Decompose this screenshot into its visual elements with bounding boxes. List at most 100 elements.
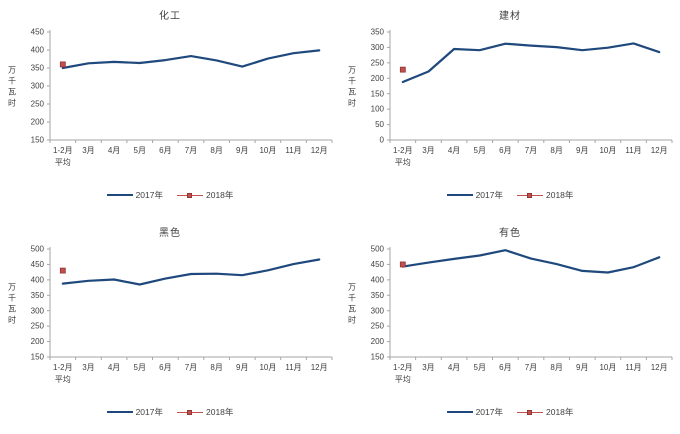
y-axis-title-char: 千 — [8, 76, 16, 86]
y-tick-label: 150 — [31, 136, 45, 145]
x-tick-label: 9月 — [236, 146, 248, 155]
y-axis-title-char: 瓦 — [348, 88, 356, 97]
y-tick-label: 150 — [371, 89, 385, 98]
y-axis-title-char: 时 — [8, 98, 16, 108]
series-marker-2018 — [59, 61, 66, 68]
y-tick-label: 500 — [31, 245, 45, 254]
y-tick-label: 450 — [371, 260, 385, 269]
legend-label: 2018年 — [206, 407, 234, 417]
y-tick-label: 150 — [371, 353, 385, 362]
chart-legend: 2017年 2018年 — [0, 189, 340, 201]
y-axis-title-char: 万 — [8, 66, 16, 75]
y-axis-title-char: 万 — [348, 283, 356, 292]
chart-cell-youse: 有色 150 200 250 300 350 400 450 500 万千瓦时 1-2月 平均 3月 4… — [340, 217, 680, 434]
x-tick-label: 10月 — [599, 363, 616, 372]
y-tick-label: 150 — [31, 353, 45, 362]
legend-item-2018: 2018年 — [177, 189, 233, 201]
x-tick-label: 7月 — [185, 363, 197, 372]
legend-label: 2017年 — [135, 190, 163, 200]
chart-cell-jiancai: 建材 0 50 100 150 200 250 300 350 万千瓦时 1-2月 平均 3月 4月 5月… — [340, 0, 680, 217]
y-tick-label: 450 — [31, 260, 45, 269]
x-tick-label: 7月 — [525, 146, 537, 155]
x-tick-label: 6月 — [159, 363, 171, 372]
y-axis-title-char: 时 — [8, 315, 16, 325]
x-tick-label: 12月 — [651, 146, 668, 155]
legend-item-2017: 2017年 — [106, 406, 163, 418]
x-tick-label: 4月 — [448, 363, 460, 372]
legend-label: 2017年 — [135, 407, 163, 417]
chart-title: 黑色 — [159, 228, 181, 239]
series-line-2017 — [61, 258, 321, 286]
y-tick-label: 400 — [371, 275, 385, 284]
legend-label: 2018年 — [546, 190, 574, 200]
y-tick-label: 200 — [31, 118, 45, 127]
y-tick-label: 250 — [31, 322, 45, 331]
x-tick-label: 7月 — [185, 146, 197, 155]
x-tick-label: 8月 — [550, 146, 562, 155]
y-tick-label: 350 — [31, 291, 45, 300]
x-tick-label: 3月 — [82, 363, 94, 372]
line-sample-icon — [106, 193, 133, 197]
x-tick-label: 1-2月 — [53, 146, 73, 155]
x-tick-label: 3月 — [422, 146, 434, 155]
chart-title: 建材 — [499, 11, 521, 22]
y-tick-label: 350 — [371, 291, 385, 300]
y-axis-title-char: 瓦 — [348, 305, 356, 314]
series-marker-2018 — [59, 267, 66, 274]
y-tick-label: 350 — [31, 64, 45, 73]
y-tick-label: 300 — [31, 306, 45, 315]
x-tick-label: 6月 — [499, 363, 511, 372]
chart-cell-heise: 黑色 150 200 250 300 350 400 450 500 万千瓦时 1-2月 平均 3月 4… — [0, 217, 340, 434]
x-tick-label: 11月 — [285, 363, 301, 372]
y-tick-label: 100 — [371, 105, 385, 114]
y-tick-label: 250 — [31, 100, 45, 109]
series-marker-2018 — [399, 261, 406, 268]
x-tick-label: 12月 — [651, 363, 668, 372]
y-tick-label: 400 — [31, 46, 45, 55]
y-axis-title-char: 瓦 — [8, 305, 16, 314]
line-sample-icon — [446, 410, 473, 414]
x-tick-label: 1-2月 — [393, 363, 413, 372]
marker-sample-icon — [177, 409, 203, 416]
x-tick-label: 8月 — [550, 363, 562, 372]
y-tick-label: 300 — [371, 43, 385, 52]
x-tick-label: 12月 — [311, 363, 328, 372]
x-tick-label: 11月 — [625, 363, 641, 372]
x-tick-label: 8月 — [210, 146, 222, 155]
x-tick-label: 平均 — [395, 157, 411, 167]
x-tick-label: 3月 — [422, 363, 434, 372]
x-tick-label: 11月 — [285, 146, 301, 155]
y-axis-title-char: 时 — [348, 98, 356, 108]
x-tick-label: 5月 — [474, 363, 486, 372]
y-tick-label: 50 — [375, 120, 384, 129]
y-axis-title-char: 瓦 — [8, 88, 16, 97]
line-sample-icon — [446, 193, 473, 197]
y-tick-label: 300 — [371, 306, 385, 315]
x-tick-label: 9月 — [576, 363, 588, 372]
legend-item-2018: 2018年 — [517, 406, 573, 418]
chart-legend: 2017年 2018年 — [0, 406, 340, 418]
y-axis-title-char: 时 — [348, 315, 356, 325]
x-tick-label: 1-2月 — [53, 363, 73, 372]
y-tick-label: 450 — [31, 28, 45, 37]
x-tick-label: 5月 — [134, 363, 146, 372]
y-tick-label: 350 — [371, 28, 385, 37]
y-tick-label: 200 — [371, 337, 385, 346]
y-axis-title-char: 千 — [348, 293, 356, 303]
legend-label: 2017年 — [475, 407, 503, 417]
x-tick-label: 平均 — [55, 157, 71, 167]
legend-label: 2017年 — [475, 190, 503, 200]
chart-legend: 2017年 2018年 — [340, 406, 680, 418]
y-axis-title-char: 千 — [348, 76, 356, 86]
x-tick-label: 4月 — [108, 146, 120, 155]
chart-title: 化工 — [159, 11, 181, 22]
legend-item-2018: 2018年 — [177, 406, 233, 418]
y-tick-label: 250 — [371, 58, 385, 67]
x-tick-label: 平均 — [395, 374, 411, 384]
line-sample-icon — [106, 410, 133, 414]
series-line-2017 — [61, 49, 321, 70]
x-tick-label: 9月 — [236, 363, 248, 372]
marker-sample-icon — [517, 192, 543, 199]
